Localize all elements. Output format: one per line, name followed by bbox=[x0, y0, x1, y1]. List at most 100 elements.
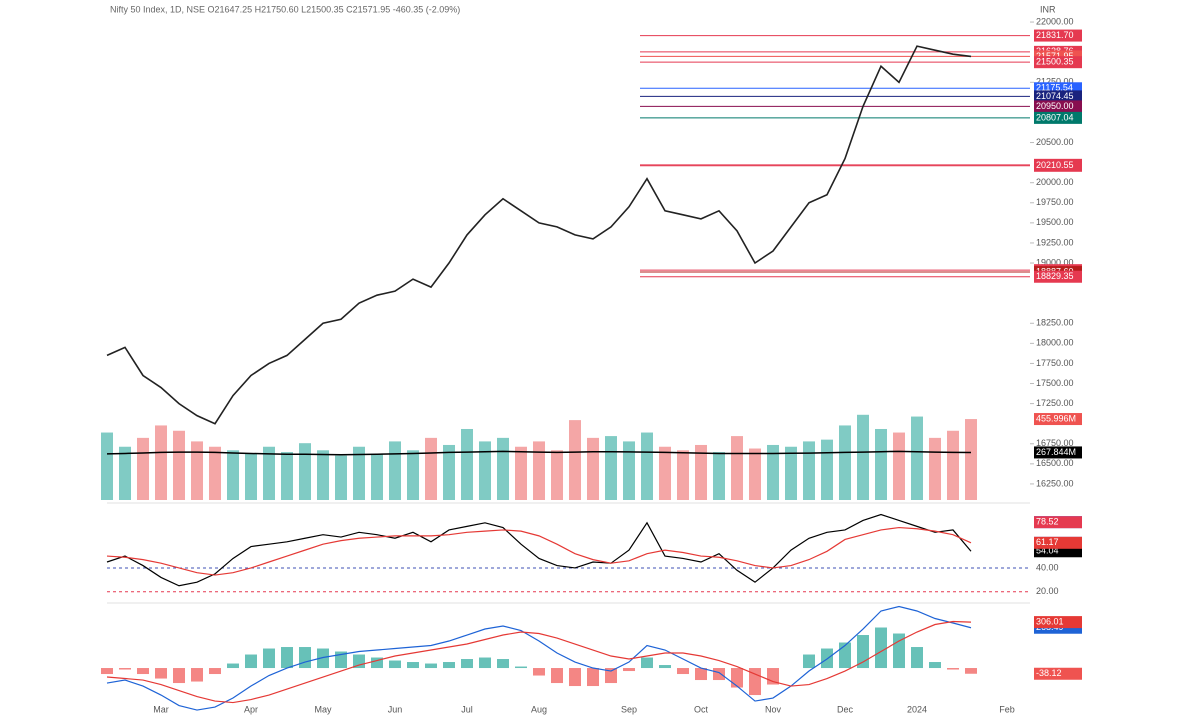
volume-bar bbox=[767, 444, 779, 500]
histogram-bar bbox=[101, 668, 113, 675]
histogram-bar bbox=[929, 662, 941, 669]
x-tick-label: Jun bbox=[388, 704, 403, 714]
x-tick-label: Mar bbox=[153, 704, 169, 714]
histogram-bar bbox=[371, 657, 383, 669]
volume-bar bbox=[371, 453, 383, 500]
x-tick-label: Jul bbox=[461, 704, 473, 714]
volume-bar bbox=[965, 419, 977, 500]
axis-tag bbox=[1034, 270, 1082, 283]
axis-tag bbox=[1034, 100, 1082, 113]
volume-bar bbox=[659, 446, 671, 500]
axis-tag-label: -38.12 bbox=[1036, 668, 1062, 678]
volume-bar bbox=[623, 441, 635, 500]
y-tick-label: 17250.00 bbox=[1036, 398, 1074, 408]
histogram-bar bbox=[515, 666, 527, 669]
histogram-bar bbox=[857, 635, 869, 669]
volume-bar bbox=[803, 441, 815, 500]
axis-tag-label: 21571.95 bbox=[1036, 51, 1074, 61]
volume-bar bbox=[713, 452, 725, 500]
axis-tag bbox=[1034, 616, 1082, 629]
volume-bar bbox=[479, 441, 491, 500]
volume-bar bbox=[677, 450, 689, 500]
histogram-bar bbox=[713, 668, 725, 681]
histogram-bar bbox=[191, 668, 203, 682]
histogram-bar bbox=[407, 662, 419, 669]
histogram-bar bbox=[155, 668, 167, 679]
volume-bar bbox=[497, 437, 509, 500]
volume-bar bbox=[317, 450, 329, 500]
histogram-bar bbox=[659, 665, 671, 669]
volume-bar bbox=[785, 446, 797, 500]
histogram-bar bbox=[587, 668, 599, 687]
axis-tag-label: 306.01 bbox=[1036, 616, 1064, 626]
histogram-bar bbox=[641, 657, 653, 669]
volume-bar bbox=[731, 436, 743, 500]
volume-bar bbox=[947, 430, 959, 500]
histogram-bar bbox=[677, 668, 689, 675]
axis-tag bbox=[1034, 516, 1082, 529]
y-tick-label: 20500.00 bbox=[1036, 137, 1074, 147]
volume-bar bbox=[821, 439, 833, 500]
volume-bar bbox=[389, 441, 401, 500]
histogram-bar bbox=[911, 647, 923, 669]
volume-bar bbox=[425, 437, 437, 500]
axis-tag-label: 18829.35 bbox=[1036, 271, 1074, 281]
y-tick-label: 20.00 bbox=[1036, 586, 1059, 596]
axis-tag-label: 20210.55 bbox=[1036, 160, 1074, 170]
axis-tag bbox=[1034, 29, 1082, 42]
volume-bar bbox=[101, 432, 113, 500]
axis-tag-label: 267.844M bbox=[1036, 447, 1076, 457]
y-tick-label: 17750.00 bbox=[1036, 358, 1074, 368]
volume-ma-line bbox=[106, 450, 972, 456]
axis-tag bbox=[1034, 111, 1082, 124]
chart-header: Nifty 50 Index, 1D, NSE O21647.25 H21750… bbox=[110, 4, 460, 14]
volume-bar bbox=[515, 446, 527, 500]
histogram-bar bbox=[227, 663, 239, 669]
volume-bar bbox=[641, 432, 653, 500]
x-tick-label: Apr bbox=[244, 704, 258, 714]
volume-bar bbox=[155, 425, 167, 500]
histogram-bar bbox=[569, 668, 581, 687]
y-tick-label: 21250.00 bbox=[1036, 77, 1074, 87]
volume-bar bbox=[875, 428, 887, 500]
axis-tag-label: 455.996M bbox=[1036, 413, 1076, 423]
x-tick-label: Dec bbox=[837, 704, 854, 714]
volume-bar bbox=[191, 441, 203, 500]
histogram-bar bbox=[479, 657, 491, 669]
histogram-bar bbox=[137, 668, 149, 675]
y-tick-label: 20000.00 bbox=[1036, 177, 1074, 187]
volume-bar bbox=[839, 425, 851, 500]
volume-bar bbox=[263, 446, 275, 500]
y-tick-label: 18000.00 bbox=[1036, 338, 1074, 348]
indicator-line bbox=[106, 605, 972, 711]
histogram-bar bbox=[947, 668, 959, 670]
x-tick-label: 2024 bbox=[907, 704, 927, 714]
volume-bar bbox=[911, 416, 923, 500]
y-tick-label: 19750.00 bbox=[1036, 197, 1074, 207]
y-tick-label: 18250.00 bbox=[1036, 318, 1074, 328]
histogram-bar bbox=[695, 668, 707, 681]
volume-bar bbox=[605, 436, 617, 500]
volume-bar bbox=[533, 441, 545, 500]
volume-bar bbox=[173, 430, 185, 500]
volume-bar bbox=[335, 455, 347, 500]
histogram-bar bbox=[443, 662, 455, 669]
volume-bar bbox=[407, 450, 419, 500]
axis-tag-label: 21500.35 bbox=[1036, 57, 1074, 67]
histogram-bar bbox=[263, 648, 275, 669]
volume-bar bbox=[353, 446, 365, 500]
axis-tag bbox=[1034, 90, 1082, 103]
volume-bar bbox=[929, 437, 941, 500]
x-tick-label: Nov bbox=[765, 704, 782, 714]
y-tick-label: 19500.00 bbox=[1036, 217, 1074, 227]
currency: INR bbox=[1040, 4, 1056, 14]
axis-tag bbox=[1034, 413, 1082, 426]
volume-bar bbox=[857, 414, 869, 500]
volume-bar bbox=[227, 450, 239, 500]
histogram-bar bbox=[605, 668, 617, 684]
volume-bar bbox=[299, 443, 311, 500]
histogram-bar bbox=[245, 654, 257, 669]
histogram-bar bbox=[497, 659, 509, 669]
